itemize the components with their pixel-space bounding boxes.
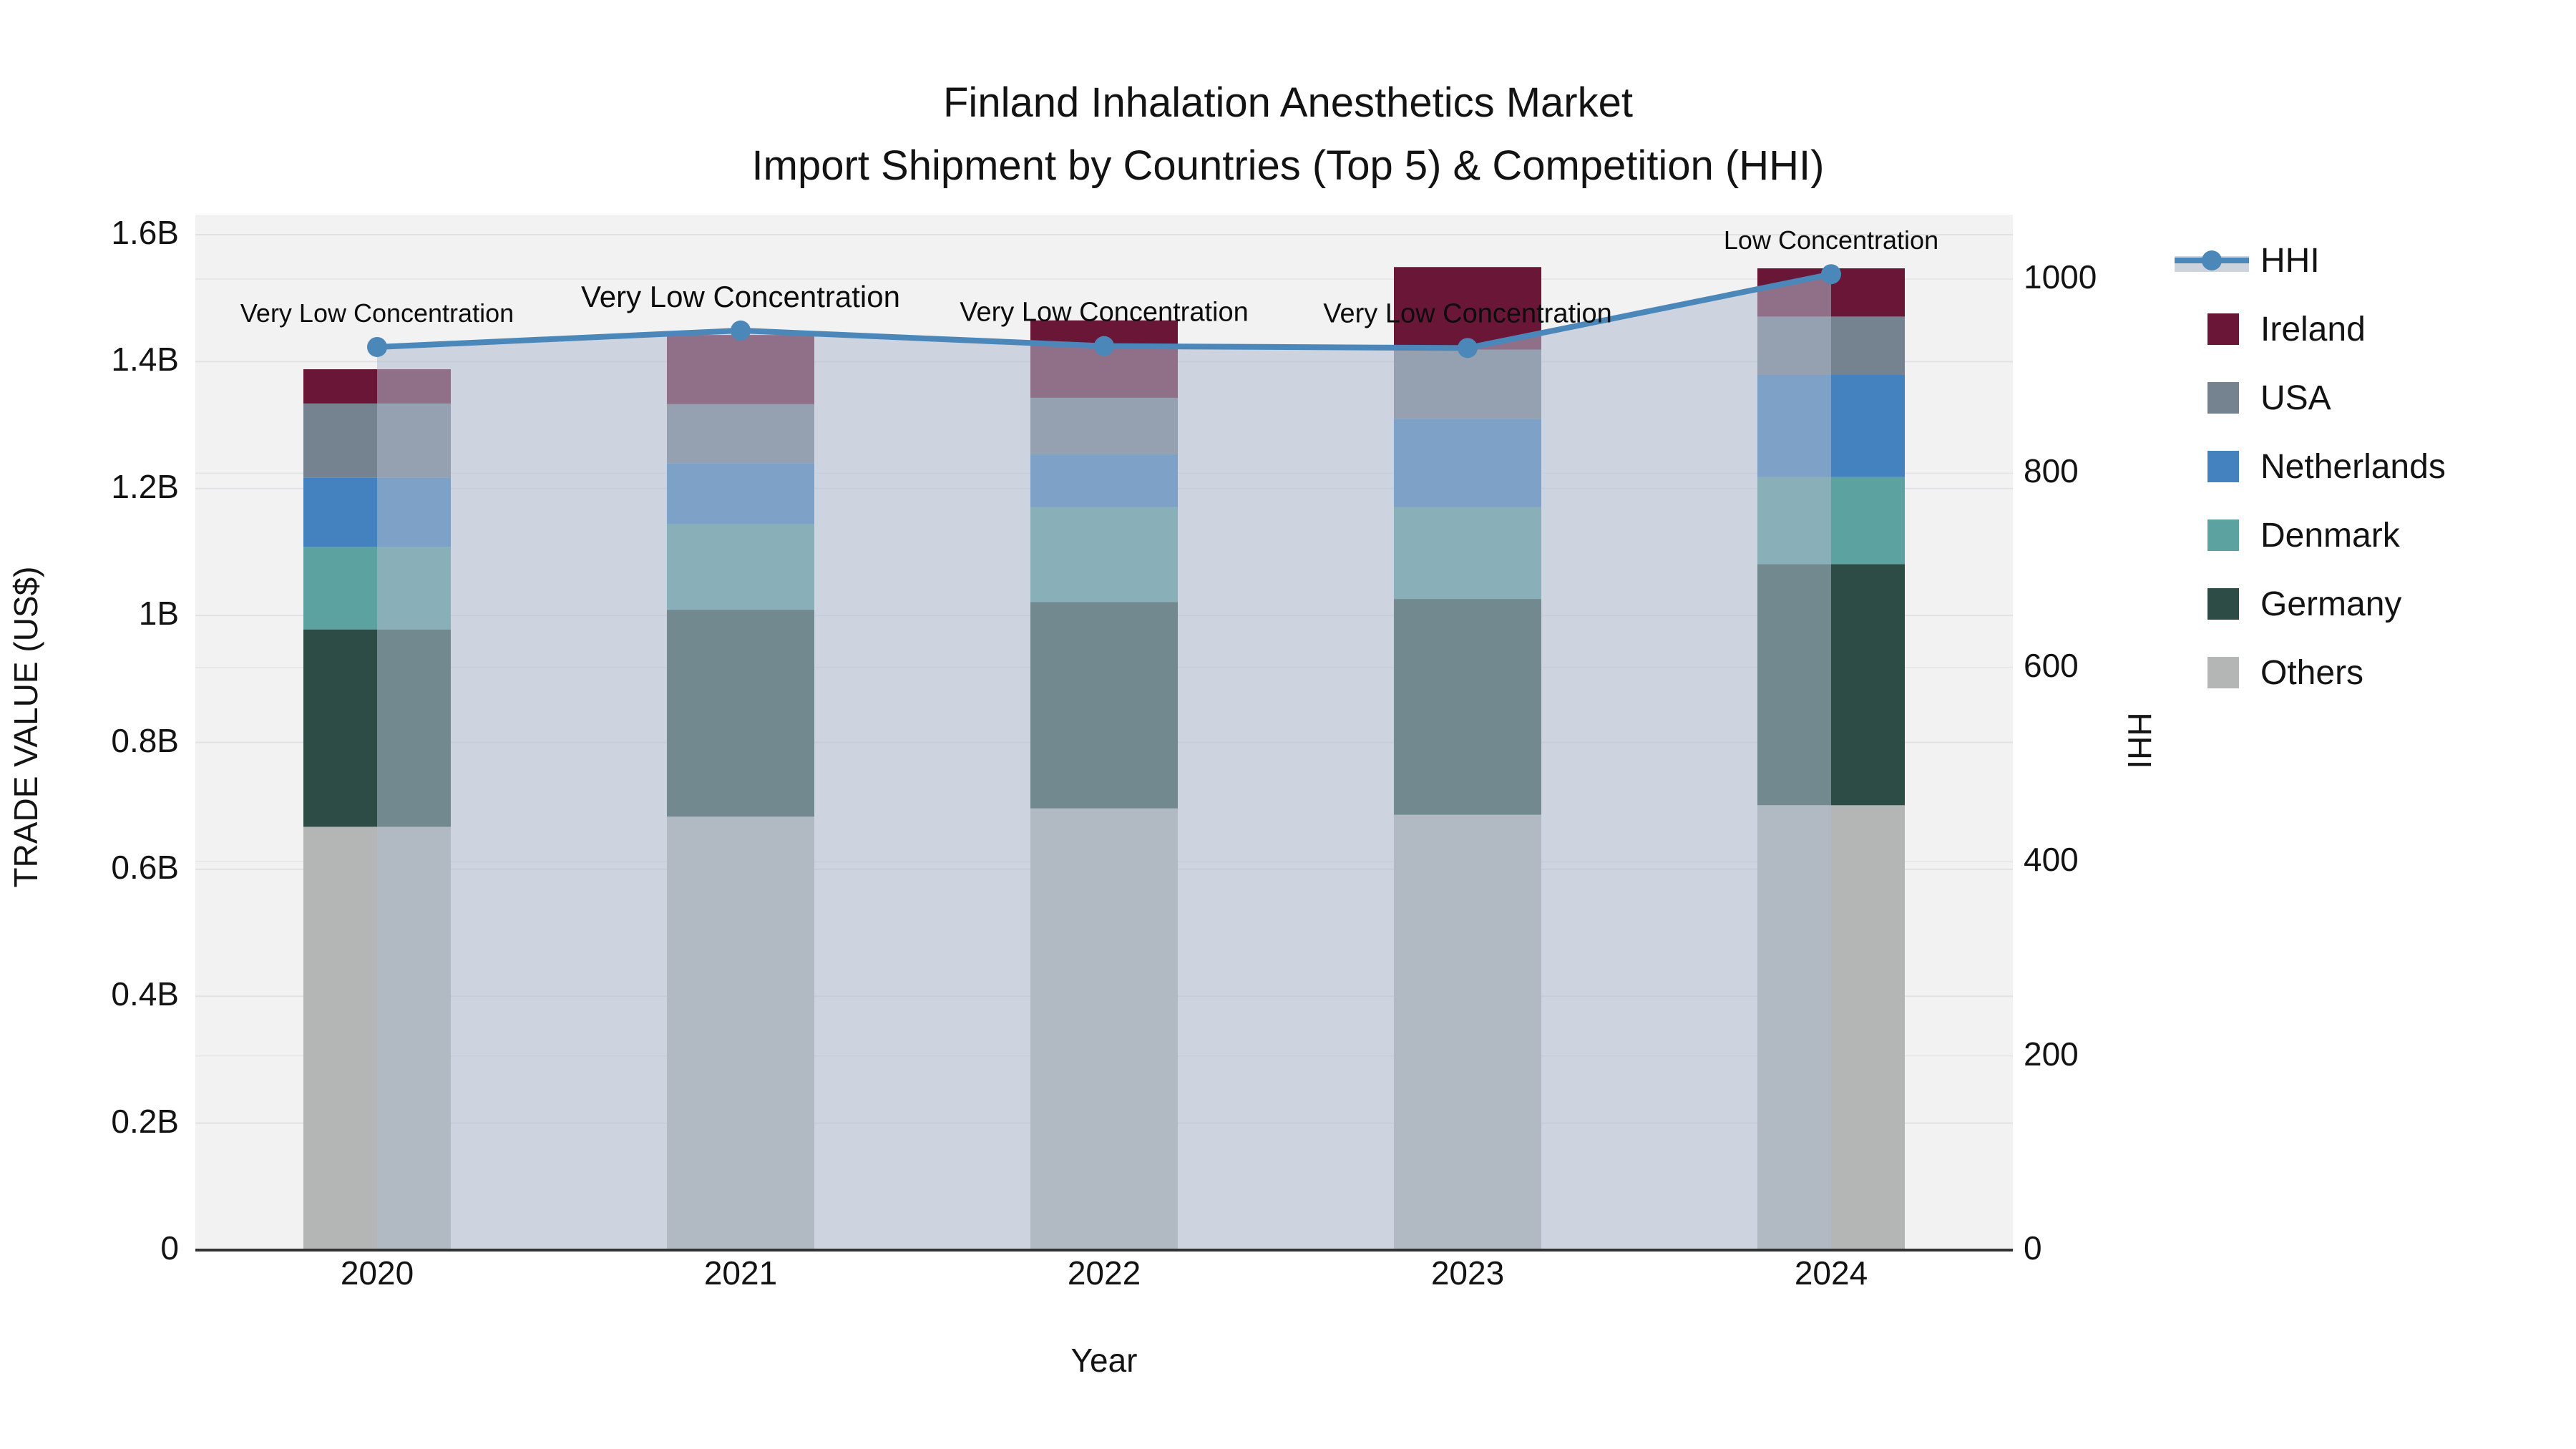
y-left-tick-0.6B: 0.6B bbox=[111, 848, 179, 886]
y-axis-title-left: TRADE VALUE (US$) bbox=[7, 566, 44, 888]
y-left-tick-0.8B: 0.8B bbox=[111, 721, 179, 759]
hhi-line-swatch-icon bbox=[2175, 245, 2249, 276]
x-tick-2020: 2020 bbox=[340, 1254, 414, 1292]
legend-item-hhi[interactable]: HHI bbox=[2175, 226, 2446, 295]
chart-canvas bbox=[195, 234, 2013, 1250]
y-right-tick-400: 400 bbox=[2024, 841, 2079, 879]
x-tick-2022: 2022 bbox=[1067, 1254, 1141, 1292]
y-left-tick-0.4B: 0.4B bbox=[111, 975, 179, 1013]
legend-swatch-icon bbox=[2207, 313, 2239, 345]
legend-label: Ireland bbox=[2260, 310, 2366, 348]
x-axis-title: Year bbox=[1070, 1342, 1138, 1379]
hhi-area-fill bbox=[377, 274, 1831, 1250]
hhi-point-2023 bbox=[1458, 338, 1478, 358]
legend-label: Denmark bbox=[2260, 516, 2400, 555]
plot-area bbox=[195, 215, 2013, 1250]
legend-item-usa[interactable]: USA bbox=[2207, 364, 2446, 432]
annotation-2021: Very Low Concentration bbox=[581, 279, 900, 313]
legend-label: Others bbox=[2260, 653, 2364, 692]
annotation-2024: Low Concentration bbox=[1723, 225, 1939, 255]
legend: HHI Ireland USA Netherlands Denmark Germany Ot… bbox=[2175, 226, 2446, 707]
y-left-tick-1B: 1B bbox=[138, 595, 179, 633]
y-right-tick-600: 600 bbox=[2024, 646, 2079, 684]
legend-label: HHI bbox=[2260, 241, 2320, 280]
chart-title: Finland Inhalation Anesthetics Market Im… bbox=[0, 72, 2576, 197]
y-left-tick-1.2B: 1.2B bbox=[111, 467, 179, 505]
legend-swatch-icon bbox=[2207, 519, 2239, 551]
x-tick-2024: 2024 bbox=[1794, 1254, 1868, 1292]
y-left-tick-0.2B: 0.2B bbox=[111, 1102, 179, 1140]
legend-item-netherlands[interactable]: Netherlands bbox=[2207, 432, 2446, 501]
legend-item-ireland[interactable]: Ireland bbox=[2207, 295, 2446, 364]
legend-label: USA bbox=[2260, 379, 2331, 417]
legend-swatch-icon bbox=[2207, 588, 2239, 620]
legend-swatch-icon bbox=[2207, 382, 2239, 414]
y-right-tick-0: 0 bbox=[2024, 1229, 2042, 1267]
x-tick-2023: 2023 bbox=[1430, 1254, 1505, 1292]
y-left-tick-0: 0 bbox=[160, 1229, 179, 1267]
chart-title-line1: Finland Inhalation Anesthetics Market bbox=[943, 79, 1633, 126]
legend-label: Netherlands bbox=[2260, 447, 2446, 486]
hhi-point-2020 bbox=[367, 336, 387, 357]
chart-title-line2: Import Shipment by Countries (Top 5) & C… bbox=[751, 142, 1825, 189]
legend-item-germany[interactable]: Germany bbox=[2207, 570, 2446, 638]
hhi-point-2021 bbox=[731, 320, 751, 341]
annotation-2022: Very Low Concentration bbox=[960, 297, 1249, 328]
y-axis-title-right: HHI bbox=[2121, 712, 2158, 769]
x-tick-2021: 2021 bbox=[703, 1254, 778, 1292]
hhi-point-2024 bbox=[1821, 264, 1841, 285]
legend-swatch-icon bbox=[2207, 657, 2239, 688]
annotation-2020: Very Low Concentration bbox=[240, 298, 514, 328]
y-left-tick-1.4B: 1.4B bbox=[111, 341, 179, 379]
y-right-tick-200: 200 bbox=[2024, 1035, 2079, 1073]
y-right-tick-800: 800 bbox=[2024, 452, 2079, 490]
hhi-point-2022 bbox=[1094, 336, 1114, 356]
legend-item-others[interactable]: Others bbox=[2207, 638, 2446, 707]
annotation-2023: Very Low Concentration bbox=[1323, 298, 1612, 329]
y-left-tick-1.6B: 1.6B bbox=[111, 214, 179, 251]
y-right-tick-1000: 1000 bbox=[2024, 258, 2097, 296]
legend-item-denmark[interactable]: Denmark bbox=[2207, 501, 2446, 570]
legend-label: Germany bbox=[2260, 585, 2402, 623]
x-axis-line bbox=[195, 1249, 2013, 1252]
legend-swatch-icon bbox=[2207, 451, 2239, 482]
